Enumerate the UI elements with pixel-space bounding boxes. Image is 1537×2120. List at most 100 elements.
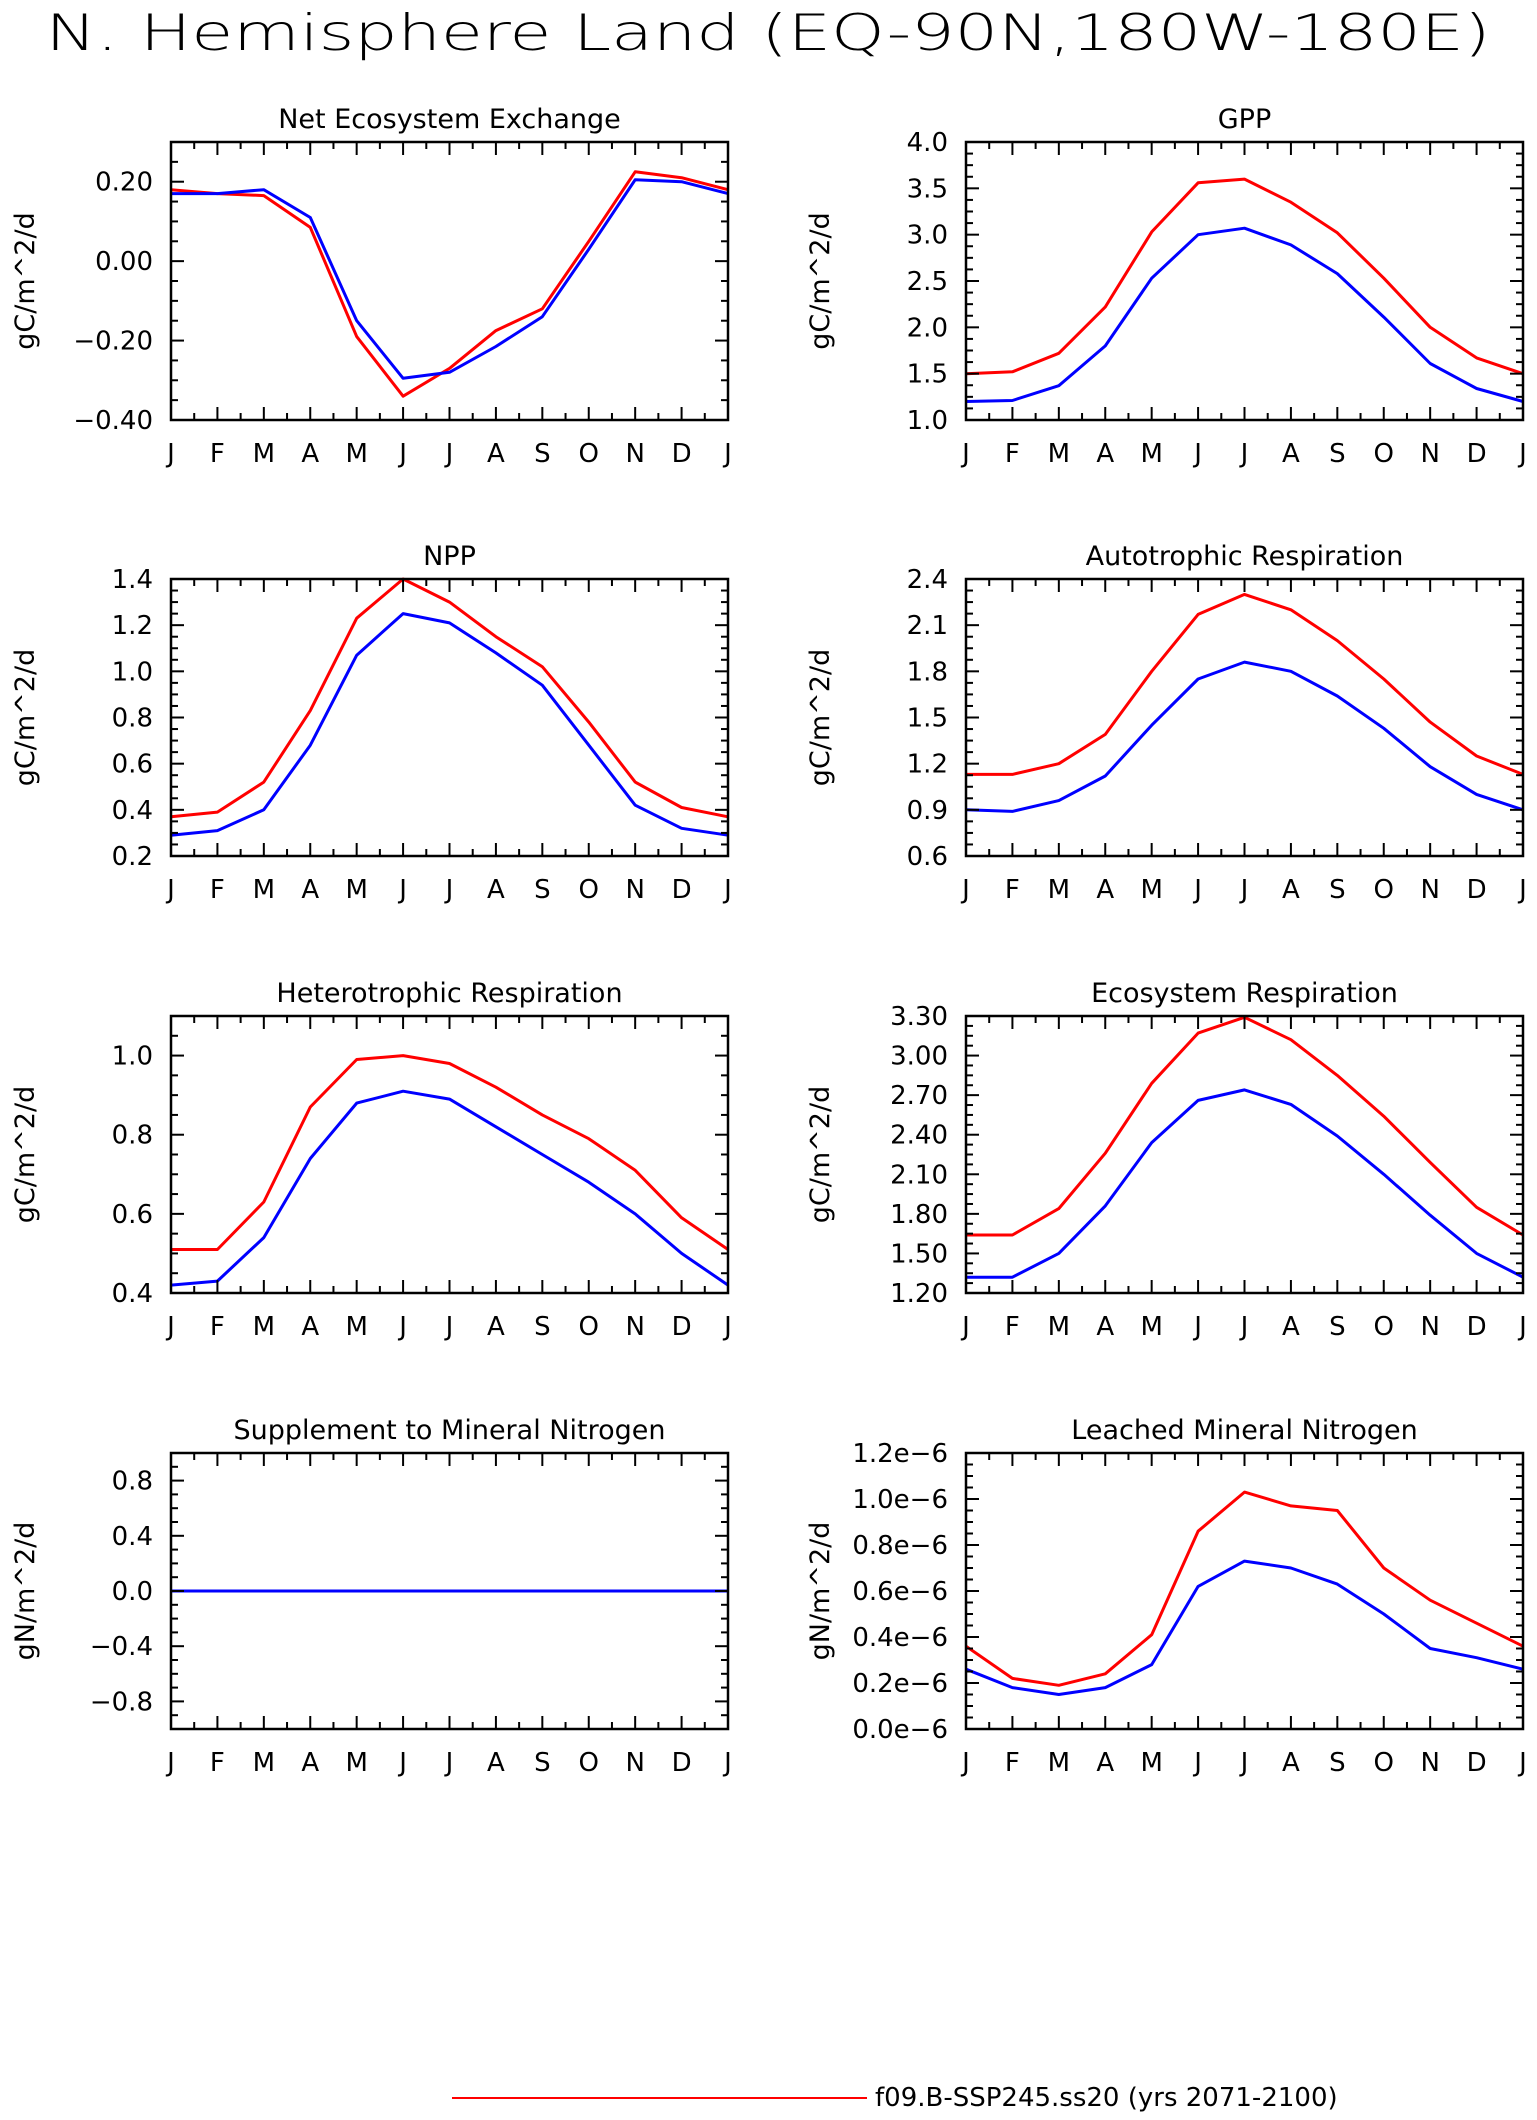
- x-tick-label: D: [672, 1748, 692, 1778]
- panel-title: Net Ecosystem Exchange: [278, 104, 621, 135]
- panel-npp: J F M A M J J A S O N D J0.20.40.60.81.01.21.4NPPgC/…: [10, 541, 732, 905]
- x-tick-label: J: [1192, 1748, 1202, 1778]
- y-tick-label: 1.80: [890, 1200, 948, 1230]
- y-tick-label: 0.4: [112, 1279, 153, 1309]
- x-tick-label: M: [1048, 439, 1070, 469]
- y-tick-label: 3.5: [907, 174, 948, 204]
- x-tick-label: F: [210, 439, 225, 469]
- panel-title: Heterotrophic Respiration: [276, 978, 622, 1009]
- series-line-blue: [965, 226, 1524, 403]
- x-tick-label: D: [1467, 439, 1487, 469]
- y-axis-label: gC/m^2/d: [10, 1086, 41, 1223]
- y-tick-label: 0.8: [112, 704, 153, 734]
- x-tick-label: M: [253, 439, 275, 469]
- x-tick-label: M: [1140, 439, 1162, 469]
- y-tick-label: 0.00: [95, 247, 153, 277]
- y-tick-label: 0.20: [95, 168, 153, 198]
- x-tick-label: S: [1329, 439, 1346, 469]
- x-tick-label: J: [722, 439, 732, 469]
- x-tick-label: M: [345, 875, 367, 905]
- x-tick-label: D: [1467, 1312, 1487, 1342]
- y-tick-label: 0.8: [112, 1467, 153, 1497]
- y-tick-label: 1.0e−6: [852, 1485, 948, 1515]
- panel-title: Leached Mineral Nitrogen: [1071, 1415, 1417, 1446]
- x-tick-label: N: [1420, 875, 1439, 905]
- x-tick-label: J: [960, 1312, 970, 1342]
- x-tick-label: N: [625, 1748, 644, 1778]
- x-tick-label: F: [1005, 1312, 1020, 1342]
- x-tick-label: A: [1282, 1312, 1300, 1342]
- x-tick-label: J: [1239, 439, 1249, 469]
- series-line-blue: [171, 178, 729, 380]
- x-tick-label: M: [345, 1748, 367, 1778]
- x-tick-label: J: [1517, 875, 1527, 905]
- x-tick-label: J: [1192, 875, 1202, 905]
- y-tick-label: 1.2: [112, 611, 153, 641]
- x-tick-label: J: [444, 875, 454, 905]
- x-tick-label: J: [1239, 1312, 1249, 1342]
- x-tick-label: M: [1048, 875, 1070, 905]
- series-line-blue: [965, 1559, 1524, 1696]
- panel-title: GPP: [1218, 104, 1272, 135]
- x-tick-label: J: [444, 439, 454, 469]
- panel-leached-mineral-nitrogen: J F M A M J J A S O N D J0.0e−60.2e−60.4e−60.6e−60.8…: [805, 1415, 1527, 1778]
- y-tick-label: 0.2e−6: [852, 1669, 948, 1699]
- x-tick-label: S: [534, 439, 551, 469]
- y-tick-label: 1.0: [112, 1042, 153, 1072]
- series-line-red: [966, 1015, 1524, 1237]
- x-tick-label: J: [397, 1748, 407, 1778]
- y-tick-label: 0.6: [112, 1200, 153, 1230]
- y-tick-label: 1.8: [907, 657, 948, 687]
- plot-frame: [964, 1451, 1525, 1731]
- x-tick-label: N: [625, 1312, 644, 1342]
- y-axis-label: gC/m^2/d: [10, 212, 41, 349]
- x-tick-label: J: [397, 875, 407, 905]
- y-tick-label: 1.20: [890, 1279, 948, 1309]
- x-tick-label: F: [1005, 875, 1020, 905]
- x-tick-label: J: [960, 1748, 970, 1778]
- y-tick-label: 0.4: [112, 1522, 153, 1552]
- x-tick-label: A: [1096, 1748, 1114, 1778]
- x-tick-label: J: [397, 439, 407, 469]
- plot-frame: [964, 577, 1525, 858]
- x-tick-label: O: [579, 1312, 599, 1342]
- panel-title: NPP: [423, 541, 476, 572]
- x-tick-label: S: [1329, 875, 1346, 905]
- x-tick-label: A: [301, 1312, 319, 1342]
- x-tick-label: J: [960, 875, 970, 905]
- x-tick-label: F: [1005, 1748, 1020, 1778]
- x-tick-label: J: [722, 875, 732, 905]
- y-tick-label: 1.50: [890, 1239, 948, 1269]
- x-tick-label: A: [1282, 439, 1300, 469]
- x-tick-label: J: [165, 875, 175, 905]
- x-tick-label: A: [1096, 875, 1114, 905]
- figure-title: N. Hemisphere Land (EQ-90N,180W-180E): [46, 4, 1491, 62]
- x-tick-label: M: [345, 439, 367, 469]
- y-tick-label: 0.6e−6: [852, 1577, 948, 1607]
- series-line-blue: [170, 1089, 729, 1287]
- y-axis-label: gC/m^2/d: [805, 212, 836, 349]
- x-tick-label: A: [301, 875, 319, 905]
- series-line-red: [170, 577, 729, 819]
- y-tick-label: −0.20: [73, 327, 153, 357]
- y-axis-label: gC/m^2/d: [805, 1086, 836, 1223]
- x-tick-label: A: [301, 439, 319, 469]
- x-tick-label: S: [534, 1748, 551, 1778]
- y-tick-label: 2.5: [907, 267, 948, 297]
- y-tick-label: 1.4: [112, 565, 153, 595]
- x-tick-label: A: [1282, 875, 1300, 905]
- plot-frame: [169, 1014, 730, 1295]
- y-tick-label: 1.5: [907, 704, 948, 734]
- panel-ecosystem-respiration: J F M A M J J A S O N D J1.201.501.802.102.402.703.0…: [805, 978, 1527, 1342]
- series-line-red: [965, 177, 1524, 376]
- x-tick-label: M: [1140, 1748, 1162, 1778]
- x-tick-label: J: [1517, 1312, 1527, 1342]
- x-tick-label: A: [301, 1748, 319, 1778]
- panel-gpp: J F M A M J J A S O N D J1.01.52.02.53.03.54.0GPPgC/…: [805, 104, 1527, 469]
- x-tick-label: F: [210, 875, 225, 905]
- x-tick-label: J: [722, 1748, 732, 1778]
- x-tick-label: M: [1140, 1312, 1162, 1342]
- y-axis-label: gN/m^2/d: [805, 1522, 836, 1661]
